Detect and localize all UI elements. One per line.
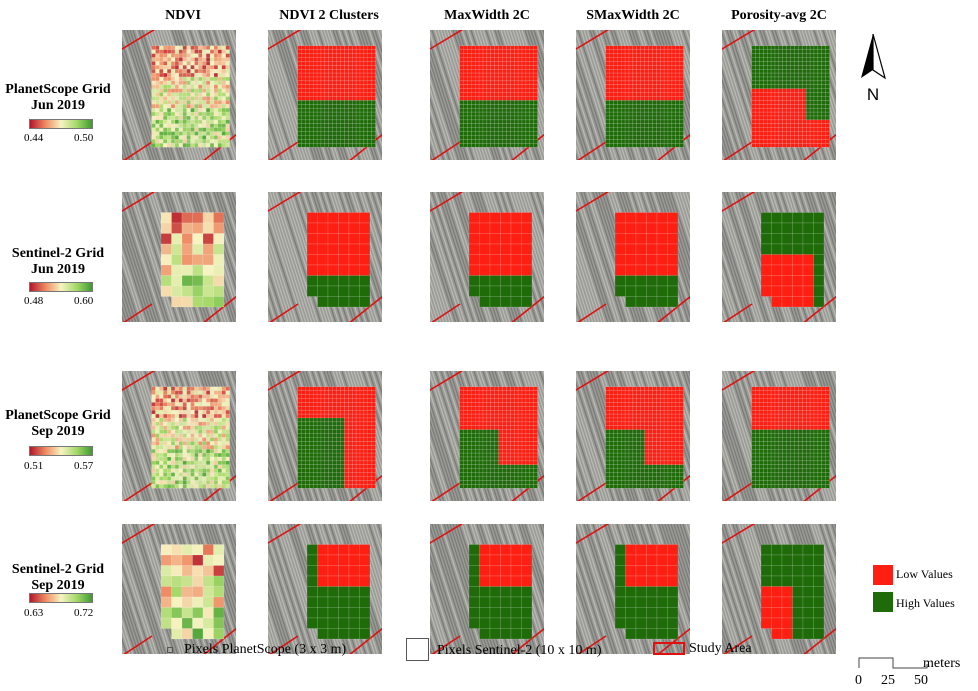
colorbar-min-label: 0.44	[24, 132, 44, 144]
ndvi-colorbar	[29, 282, 93, 292]
row-date: Sep 2019	[31, 578, 85, 593]
colorbar-max-label: 0.50	[74, 132, 94, 144]
planetscope-pixel-icon	[167, 647, 173, 653]
cluster-map-panel	[722, 192, 836, 322]
scale-tick-50: 50	[914, 673, 928, 688]
cluster-map-panel	[430, 371, 544, 501]
cluster-map-panel	[268, 30, 382, 160]
cluster-map-panel	[268, 371, 382, 501]
ndvi-map-panel	[122, 192, 236, 322]
row-grid-name: PlanetScope Grid	[5, 408, 111, 423]
cluster-map-panel	[576, 30, 690, 160]
scale-unit-label: meters	[923, 656, 961, 671]
cluster-map-panel	[268, 524, 382, 654]
high-values-label: High Values	[896, 596, 955, 610]
row-label-4: Sentinel-2 Grid Sep 2019	[0, 562, 116, 594]
colorbar-max-label: 0.60	[74, 295, 94, 307]
colorbar-max-label: 0.57	[74, 460, 94, 472]
north-arrow-icon: N	[861, 33, 887, 104]
high-values-swatch	[873, 592, 893, 612]
ndvi-map-panel	[122, 524, 236, 654]
column-header-porosity: Porosity-avg 2C	[731, 8, 827, 23]
column-header-ndvi: NDVI	[165, 8, 201, 23]
cluster-map-panel	[576, 524, 690, 654]
colorbar-max-label: 0.72	[74, 607, 94, 619]
row-grid-name: Sentinel-2 Grid	[11, 246, 105, 261]
cluster-map-panel	[576, 371, 690, 501]
cluster-map-panel	[576, 192, 690, 322]
column-header-smaxwidth: SMaxWidth 2C	[586, 8, 680, 23]
cluster-map-panel	[430, 30, 544, 160]
colorbar-min-label: 0.63	[24, 607, 44, 619]
row-date: Jun 2019	[30, 262, 86, 277]
row-date: Sep 2019	[31, 424, 85, 439]
row-label-2: Sentinel-2 Grid Jun 2019	[0, 246, 116, 278]
ndvi-colorbar	[29, 446, 93, 456]
cluster-map-panel	[430, 524, 544, 654]
row-label-3: PlanetScope Grid Sep 2019	[0, 408, 116, 440]
study-area-icon	[653, 642, 685, 655]
cluster-map-panel	[268, 192, 382, 322]
ndvi-map-panel	[122, 371, 236, 501]
scale-tick-0: 0	[855, 673, 862, 688]
cluster-map-panel	[430, 192, 544, 322]
low-values-swatch	[873, 565, 893, 585]
north-label: N	[867, 85, 879, 104]
study-area-label: Study Area	[689, 641, 752, 656]
row-grid-name: Sentinel-2 Grid	[11, 562, 105, 577]
cluster-map-panel	[722, 371, 836, 501]
scale-bar	[858, 657, 928, 669]
ndvi-map-panel	[122, 30, 236, 160]
cluster-map-panel	[722, 524, 836, 654]
column-header-maxwidth: MaxWidth 2C	[444, 8, 530, 23]
low-values-label: Low Values	[896, 567, 953, 581]
row-date: Jun 2019	[30, 98, 86, 113]
sentinel-pixel-label: Pixels Sentinel-2 (10 x 10 m)	[437, 643, 602, 658]
scale-tick-25: 25	[881, 673, 895, 688]
row-grid-name: PlanetScope Grid	[5, 82, 111, 97]
sentinel-pixel-icon	[406, 638, 429, 661]
cluster-map-panel	[722, 30, 836, 160]
planetscope-pixel-label: Pixels PlanetScope (3 x 3 m)	[184, 642, 347, 657]
colorbar-min-label: 0.51	[24, 460, 44, 472]
column-header-ndvi-clusters: NDVI 2 Clusters	[279, 8, 379, 23]
row-label-1: PlanetScope Grid Jun 2019	[0, 82, 116, 114]
ndvi-colorbar	[29, 119, 93, 129]
colorbar-min-label: 0.48	[24, 295, 44, 307]
ndvi-colorbar	[29, 593, 93, 603]
